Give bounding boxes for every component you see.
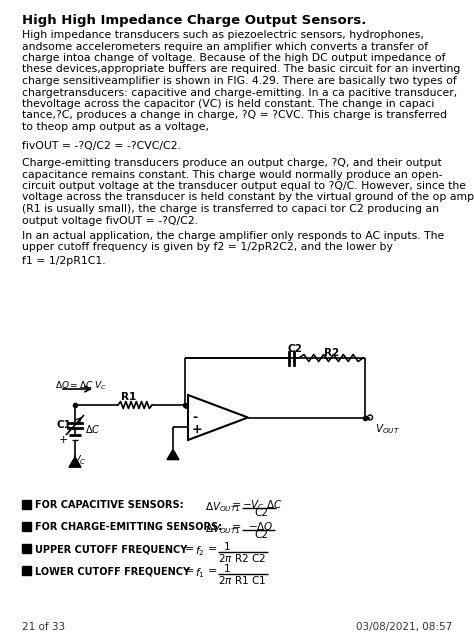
Text: $V_{OUT}$: $V_{OUT}$ [375, 423, 400, 436]
Text: High High Impedance Charge Output Sensors.: High High Impedance Charge Output Sensor… [22, 14, 366, 27]
Text: 1: 1 [224, 564, 231, 574]
Text: =: = [232, 500, 241, 510]
Text: -: - [192, 411, 197, 423]
Text: upper cutoff frequency is given by f2 = 1/2pR2C2, and the lower by: upper cutoff frequency is given by f2 = … [22, 243, 393, 253]
Text: $-V_C\ \Delta C$: $-V_C\ \Delta C$ [242, 498, 283, 512]
Text: UPPER CUTOFF FREQUENCY: UPPER CUTOFF FREQUENCY [35, 544, 187, 554]
Text: 21 of 33: 21 of 33 [22, 622, 65, 632]
Text: High impedance transducers such as piezoelectric sensors, hydrophones,: High impedance transducers such as piezo… [22, 30, 424, 40]
Text: charge sensitiveamplifier is shown in FIG. 4.29. There are basically two types o: charge sensitiveamplifier is shown in FI… [22, 76, 457, 86]
Text: C2: C2 [254, 508, 268, 518]
Text: $\Delta C$: $\Delta C$ [85, 423, 100, 435]
Text: circuit output voltage at the transducer output equal to ?Q/C. However, since th: circuit output voltage at the transducer… [22, 181, 466, 191]
Text: chargetransducers: capacitive and charge-emitting. In a ca pacitive transducer,: chargetransducers: capacitive and charge… [22, 87, 457, 97]
Text: =: = [208, 566, 218, 576]
Text: R1: R1 [121, 392, 136, 402]
Text: output voltage fivOUT = -?Q/C2.: output voltage fivOUT = -?Q/C2. [22, 216, 198, 226]
Text: $2\pi$ R1 C1: $2\pi$ R1 C1 [218, 574, 266, 586]
Text: thevoltage across the capacitor (VC) is held constant. The change in capaci: thevoltage across the capacitor (VC) is … [22, 99, 434, 109]
Text: LOWER CUTOFF FREQUENCY: LOWER CUTOFF FREQUENCY [35, 566, 190, 576]
Bar [22, 500, 31, 509]
Text: C2: C2 [288, 344, 303, 354]
Text: $\Delta V_{OUT1}$: $\Delta V_{OUT1}$ [205, 522, 241, 536]
Text: FOR CHARGE-EMITTING SENSORS:: FOR CHARGE-EMITTING SENSORS: [35, 522, 222, 532]
Text: voltage across the transducer is held constant by the virtual ground of the op a: voltage across the transducer is held co… [22, 193, 474, 202]
Text: In an actual application, the charge amplifier only responds to AC inputs. The: In an actual application, the charge amp… [22, 231, 444, 241]
Polygon shape [69, 457, 81, 467]
Bar [22, 522, 31, 531]
Text: +: + [192, 423, 202, 437]
Text: tance,?C, produces a change in charge, ?Q = ?CVC. This charge is transferred: tance,?C, produces a change in charge, ?… [22, 111, 447, 121]
Text: FOR CAPACITIVE SENSORS:: FOR CAPACITIVE SENSORS: [35, 500, 183, 510]
Text: R2: R2 [324, 348, 339, 358]
Text: andsome accelerometers require an amplifier which converts a transfer of: andsome accelerometers require an amplif… [22, 42, 428, 51]
Text: $2\pi$ R2 C2: $2\pi$ R2 C2 [218, 552, 266, 564]
Text: C2: C2 [254, 530, 268, 540]
Text: +: + [59, 435, 68, 445]
Text: to theop amp output as a voltage,: to theop amp output as a voltage, [22, 122, 209, 132]
Text: C1: C1 [57, 420, 72, 430]
Text: =: = [232, 522, 241, 532]
Text: these devices,appropriate buffers are required. The basic circuit for an inverti: these devices,appropriate buffers are re… [22, 64, 460, 75]
Text: =: = [185, 544, 194, 554]
Text: =: = [185, 566, 194, 576]
Text: capacitance remains constant. This charge would normally produce an open-: capacitance remains constant. This charg… [22, 169, 443, 179]
Text: $\Delta V_{OUT1}$: $\Delta V_{OUT1}$ [205, 500, 241, 514]
Text: 03/08/2021, 08:57: 03/08/2021, 08:57 [356, 622, 452, 632]
Text: 1: 1 [224, 542, 231, 552]
Text: fivOUT = -?Q/C2 = -?CVC/C2.: fivOUT = -?Q/C2 = -?CVC/C2. [22, 142, 181, 152]
Text: (R1 is usually small), the charge is transferred to capaci tor C2 producing an: (R1 is usually small), the charge is tra… [22, 204, 439, 214]
Text: $\Delta Q = \Delta C\ V_C$: $\Delta Q = \Delta C\ V_C$ [55, 379, 107, 391]
Text: $f_2$: $f_2$ [195, 544, 204, 558]
Bar [22, 566, 31, 575]
Text: Charge-emitting transducers produce an output charge, ?Q, and their output: Charge-emitting transducers produce an o… [22, 158, 442, 168]
Text: $f_1$: $f_1$ [195, 566, 205, 580]
Polygon shape [167, 449, 179, 459]
Text: =: = [208, 544, 218, 554]
Bar [22, 544, 31, 553]
Text: $V_C$: $V_C$ [73, 453, 86, 467]
Text: $-\Delta Q$: $-\Delta Q$ [248, 520, 273, 533]
Text: charge intoa change of voltage. Because of the high DC output impedance of: charge intoa change of voltage. Because … [22, 53, 446, 63]
Text: f1 = 1/2pR1C1.: f1 = 1/2pR1C1. [22, 256, 106, 266]
